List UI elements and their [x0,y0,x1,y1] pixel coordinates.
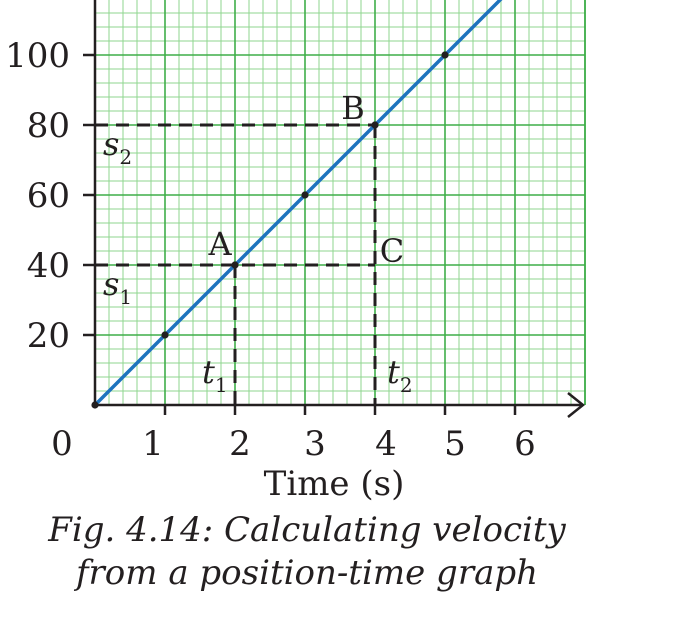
point-label-a: A [207,225,232,263]
data-point [161,331,169,339]
data-point [371,121,379,129]
origin-label: 0 [51,424,73,464]
x-axis-arrowhead [567,392,586,418]
x-tick-label: 6 [514,424,536,464]
y-tick-label: 40 [27,246,70,286]
grid [95,0,586,405]
label-t1: t1 [202,353,228,397]
y-tick-label: 80 [27,106,70,146]
x-tick-label: 3 [304,424,326,464]
dashed-guides [95,123,377,405]
x-tick-label: 4 [375,424,397,464]
y-tick-label: 100 [5,36,70,76]
y-tick-label: 60 [27,176,70,216]
data-point [91,401,99,409]
x-axis-label: Time (s) [264,464,405,504]
x-tick-label: 1 [142,424,164,464]
labels: A B Cs1 s2 t1 t2 [103,89,413,397]
label-s2: s2 [103,125,132,169]
series-line [93,0,503,407]
series [91,0,503,409]
x-tick-label: 5 [444,424,466,464]
y-tick-label: 20 [27,316,70,356]
point-label-c: C [380,232,404,270]
caption-line-1: Fig. 4.14: Calculating velocity [47,510,566,550]
point-label-b: B [341,89,365,127]
label-t2: t2 [387,353,413,397]
label-s1: s1 [103,265,132,309]
data-point [231,261,239,269]
caption-line-2: from a position-time graph [73,553,538,593]
x-tick-label: 2 [229,424,251,464]
data-point [441,51,449,59]
data-point [301,191,309,199]
